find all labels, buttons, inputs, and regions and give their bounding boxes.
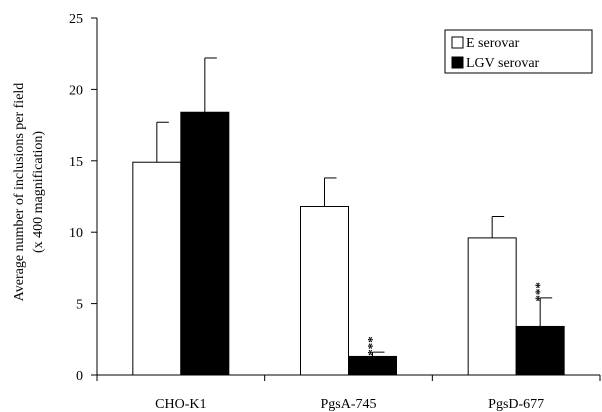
category-label: CHO-K1	[155, 397, 206, 412]
bar	[467, 237, 517, 376]
bars: *** ***	[132, 57, 565, 376]
bar	[348, 355, 397, 376]
y-tick-label: 10	[69, 226, 83, 241]
bar	[300, 205, 349, 376]
y-axis-title-line-1: Average number of inclusions per field	[12, 83, 27, 302]
y-tick-label: 0	[76, 369, 83, 384]
y-axis-title: Average number of inclusions per field (…	[12, 83, 46, 302]
bar	[132, 161, 182, 376]
significance-annotation: ***	[365, 336, 380, 356]
category-label: PgsA-745	[320, 397, 376, 412]
bar	[515, 325, 565, 376]
y-tick-label: 20	[69, 83, 83, 98]
y-axis-title-line-2: (x 400 magnification)	[31, 131, 46, 253]
y-tick-label: 25	[69, 12, 83, 27]
significance-annotation: ***	[532, 282, 547, 302]
bar	[180, 111, 230, 376]
category-label: PgsD-677	[488, 397, 544, 412]
y-tick-label: 15	[69, 155, 83, 170]
legend-label: E serovar	[466, 36, 520, 51]
legend: E serovar LGV serovar	[444, 29, 593, 74]
legend-swatch	[451, 56, 464, 69]
y-tick-label: 5	[76, 298, 83, 313]
legend-label: LGV serovar	[466, 56, 540, 71]
axes: 0 5 10 15 20 25 CHO-K1 PgsA-745 PgsD-677	[69, 12, 601, 412]
legend-box	[444, 29, 593, 74]
legend-swatch	[451, 36, 464, 49]
